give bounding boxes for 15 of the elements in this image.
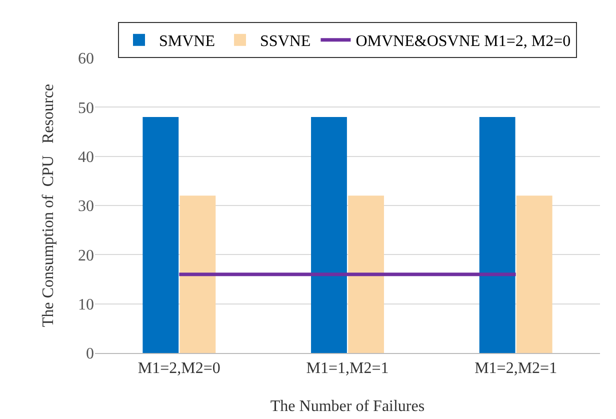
y-axis-title: The Consumption of CPU Resource xyxy=(40,84,57,328)
legend-label: OMVNE&OSVNE M1=2, M2=0 xyxy=(356,33,571,50)
y-tick-label: 50 xyxy=(78,100,94,117)
legend-label: SMVNE xyxy=(159,33,216,50)
x-tick-label: M1=2,M2=0 xyxy=(138,360,220,378)
y-tick-label: 20 xyxy=(78,247,94,264)
x-axis-title: The Number of Failures xyxy=(270,398,425,415)
y-tick-label: 40 xyxy=(78,148,94,166)
y-tick-label: 30 xyxy=(78,198,94,216)
legend-label: SSVNE xyxy=(260,33,311,50)
y-tick-label: 60 xyxy=(78,50,94,68)
x-tick-label: M1=1,M2=1 xyxy=(306,360,389,378)
y-tick-label: 10 xyxy=(78,296,94,314)
y-tick-label: 0 xyxy=(86,346,94,363)
x-tick-label: M1=2,M2=1 xyxy=(474,360,558,378)
